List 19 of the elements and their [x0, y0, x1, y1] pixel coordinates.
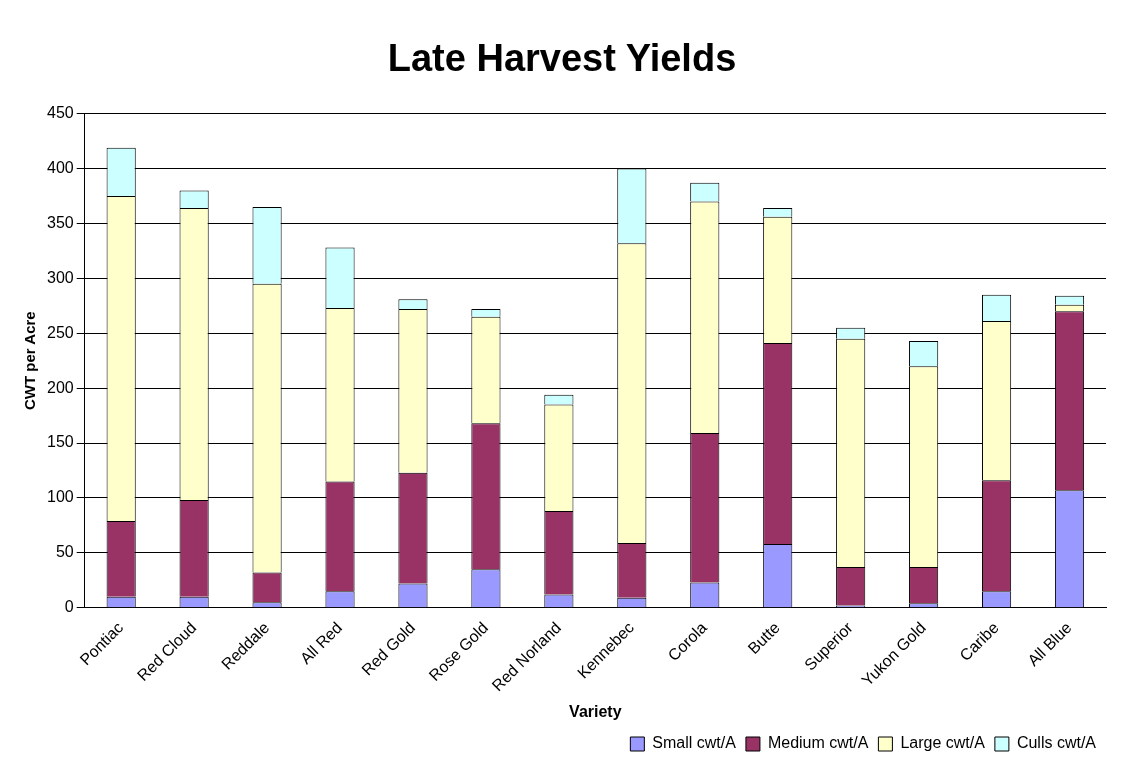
- legend-label: Small cwt/A: [652, 734, 737, 752]
- legend-label: Large cwt/A: [900, 734, 986, 752]
- y-axis-title: CWT per Acre: [21, 311, 39, 410]
- y-tick-label: 350: [46, 213, 74, 231]
- y-tick-label: 300: [46, 268, 74, 286]
- y-tick-label: 250: [46, 323, 74, 341]
- chart-title: Late Harvest Yields: [387, 37, 737, 80]
- x-axis-title: Variety: [569, 702, 622, 720]
- x-tick-label: All Red: [296, 618, 346, 668]
- y-tick-label: 50: [55, 543, 74, 561]
- y-tick-label: 0: [64, 598, 74, 616]
- y-tick-label: 100: [46, 488, 74, 506]
- y-tick-label: 450: [46, 104, 74, 122]
- legend-label: Medium cwt/A: [767, 734, 869, 752]
- legend-label: Culls cwt/A: [1016, 734, 1097, 752]
- x-tick-label: All Blue: [1024, 618, 1075, 670]
- y-tick-label: 400: [46, 158, 74, 176]
- y-tick-label: 200: [46, 378, 74, 396]
- y-tick-label: 150: [46, 433, 74, 451]
